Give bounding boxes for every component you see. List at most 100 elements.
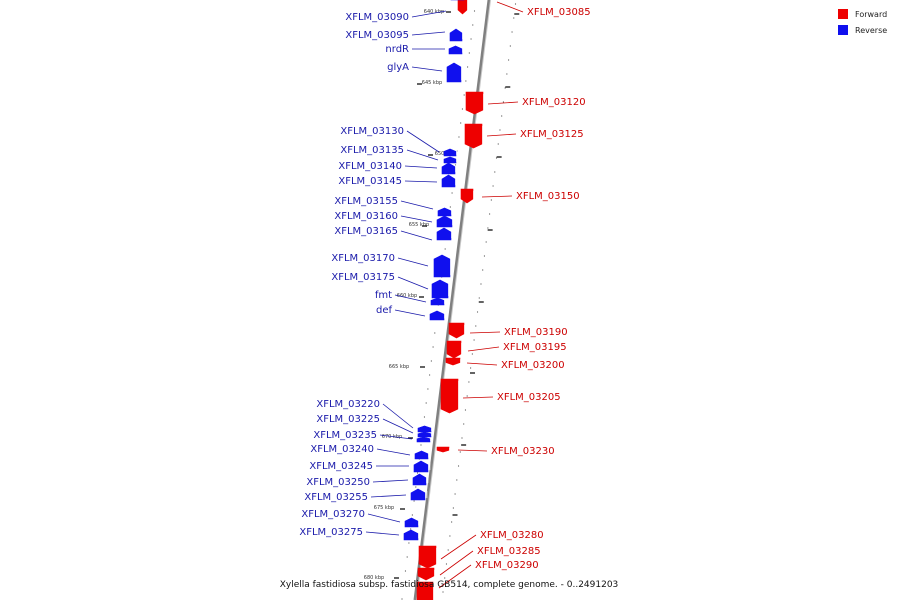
gene-feature[interactable] <box>416 436 431 443</box>
gene-feature[interactable] <box>433 254 451 278</box>
gene-feature[interactable] <box>410 488 426 501</box>
track-dot <box>451 521 453 523</box>
gene-feature[interactable] <box>436 446 450 453</box>
gene-label[interactable]: XFLM_03270 <box>301 509 365 520</box>
gene-feature[interactable] <box>430 297 445 306</box>
gene-feature[interactable] <box>417 431 432 438</box>
gene-label[interactable]: fmt <box>375 290 392 301</box>
track-dot <box>480 283 482 285</box>
gene-feature[interactable] <box>436 215 453 228</box>
gene-feature[interactable] <box>418 545 437 569</box>
track-dot <box>449 535 451 537</box>
tick-label: 645 kbp <box>422 80 442 86</box>
gene-label[interactable]: XFLM_03155 <box>334 196 398 207</box>
gene-label[interactable]: XFLM_03170 <box>331 253 395 264</box>
gene-label[interactable]: nrdR <box>385 44 409 55</box>
gene-feature[interactable] <box>412 473 427 486</box>
gene-connector <box>404 180 438 183</box>
gene-label[interactable]: XFLM_03240 <box>310 444 374 455</box>
gene-feature-shade <box>430 437 433 442</box>
gene-label[interactable]: XFLM_03130 <box>340 126 404 137</box>
genome-backbone-highlight <box>416 0 491 600</box>
gene-feature[interactable] <box>440 378 459 414</box>
track-dot <box>458 136 460 138</box>
gene-feature[interactable] <box>441 162 456 175</box>
track-dot <box>430 360 432 362</box>
gene-feature[interactable] <box>464 123 483 149</box>
gene-feature[interactable] <box>416 581 434 600</box>
track-dot <box>406 556 408 558</box>
gene-feature[interactable] <box>449 28 463 42</box>
gene-label[interactable]: XFLM_03275 <box>299 527 363 538</box>
track-dot <box>404 570 407 572</box>
gene-label[interactable]: def <box>376 305 393 316</box>
gene-feature[interactable] <box>446 62 462 83</box>
gene-feature[interactable] <box>437 207 452 217</box>
gene-label[interactable]: XFLM_03225 <box>316 414 380 425</box>
track-dot <box>456 479 458 481</box>
gene-label[interactable]: XFLM_03135 <box>340 145 404 156</box>
gene-connector <box>376 448 411 456</box>
gene-label[interactable]: XFLM_03195 <box>503 342 567 353</box>
track-dot <box>473 10 476 12</box>
track-dot <box>514 3 517 5</box>
gene-feature[interactable] <box>460 188 474 204</box>
gene-connector <box>394 294 427 303</box>
gene-label[interactable]: XFLM_03165 <box>334 226 398 237</box>
gene-feature-shade <box>467 0 470 12</box>
gene-feature[interactable] <box>443 156 457 164</box>
gene-feature[interactable] <box>429 310 445 321</box>
gene-label[interactable]: XFLM_03085 <box>527 7 591 18</box>
gene-feature[interactable] <box>403 529 419 541</box>
gene-label[interactable]: XFLM_03285 <box>477 546 541 557</box>
gene-label[interactable]: XFLM_03160 <box>334 211 398 222</box>
gene-feature[interactable] <box>441 174 456 188</box>
gene-feature[interactable] <box>465 91 484 115</box>
gene-label[interactable]: XFLM_03150 <box>516 191 580 202</box>
gene-feature[interactable] <box>448 45 463 55</box>
gene-label[interactable]: XFLM_03140 <box>338 161 402 172</box>
gene-feature[interactable] <box>417 425 432 433</box>
gene-feature[interactable] <box>457 0 468 15</box>
gene-label[interactable]: XFLM_03235 <box>313 430 377 441</box>
tick-label: 660 kbp <box>397 293 417 299</box>
track-dot <box>434 332 436 334</box>
gene-label[interactable]: XFLM_03125 <box>520 129 584 140</box>
gene-feature[interactable] <box>417 567 435 581</box>
gene-label[interactable]: XFLM_03255 <box>304 492 368 503</box>
gene-label[interactable]: XFLM_03205 <box>497 392 561 403</box>
gene-label[interactable]: XFLM_03175 <box>331 272 395 283</box>
gene-label[interactable]: glyA <box>387 62 409 73</box>
gene-label[interactable]: XFLM_03280 <box>480 530 544 541</box>
gene-label[interactable]: XFLM_03145 <box>338 176 402 187</box>
gene-feature[interactable] <box>436 227 452 241</box>
gene-label[interactable]: XFLM_03245 <box>309 461 373 472</box>
gene-label[interactable]: XFLM_03090 <box>345 12 409 23</box>
gene-connector <box>462 396 494 399</box>
gene-feature-shade <box>482 126 485 146</box>
gene-label[interactable]: XFLM_03190 <box>504 327 568 338</box>
gene-label[interactable]: XFLM_03220 <box>316 399 380 410</box>
tick-label: 670 kbp <box>382 434 402 440</box>
gene-feature[interactable] <box>413 460 429 473</box>
gene-label[interactable]: XFLM_03120 <box>522 97 586 108</box>
gene-feature[interactable] <box>446 340 462 359</box>
gene-feature[interactable] <box>431 279 449 299</box>
gene-label[interactable]: XFLM_03290 <box>475 560 539 571</box>
gene-label[interactable]: XFLM_03200 <box>501 360 565 371</box>
track-dot <box>461 108 464 110</box>
gene-feature[interactable] <box>445 357 461 366</box>
gene-connector <box>438 564 472 589</box>
gene-label[interactable]: XFLM_03250 <box>306 477 370 488</box>
track-dot <box>415 486 417 488</box>
gene-connector <box>469 331 501 334</box>
gene-label[interactable]: XFLM_03230 <box>491 446 555 457</box>
gene-feature[interactable] <box>414 450 429 460</box>
tick-label: 680 kbp <box>364 575 384 581</box>
track-dot <box>475 325 477 327</box>
gene-feature-shade <box>473 191 476 201</box>
track-dot <box>470 367 472 369</box>
gene-feature[interactable] <box>448 322 465 339</box>
gene-label[interactable]: XFLM_03095 <box>345 30 409 41</box>
gene-feature[interactable] <box>404 517 419 528</box>
